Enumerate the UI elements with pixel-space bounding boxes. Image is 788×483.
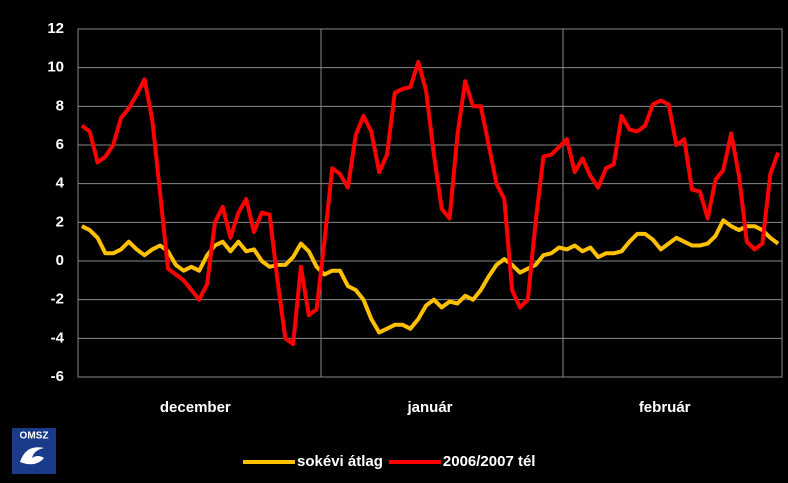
y-tick-label: 6 [56, 136, 64, 153]
y-tick-label: 12 [47, 20, 64, 37]
y-tick-label: 4 [56, 175, 65, 192]
logo: OMSZ [12, 428, 56, 474]
x-tick-label: december [160, 399, 231, 416]
legend-label: sokévi átlag [297, 453, 383, 470]
logo-text: OMSZ [20, 431, 49, 442]
x-tick-label: február [639, 399, 691, 416]
y-tick-label: -2 [51, 291, 64, 308]
y-tick-label: 10 [47, 59, 64, 76]
y-tick-label: 8 [56, 97, 64, 114]
series-line [81, 218, 780, 335]
y-tick-label: -6 [51, 368, 64, 385]
plot-area [77, 28, 783, 378]
y-tick-label: 0 [56, 252, 64, 269]
legend-label: 2006/2007 tél [443, 453, 536, 470]
y-tick-label: -4 [51, 329, 65, 346]
series-line [80, 59, 780, 347]
logo-icon [20, 447, 44, 465]
x-tick-label: január [406, 399, 452, 416]
y-tick-label: 2 [56, 213, 64, 230]
